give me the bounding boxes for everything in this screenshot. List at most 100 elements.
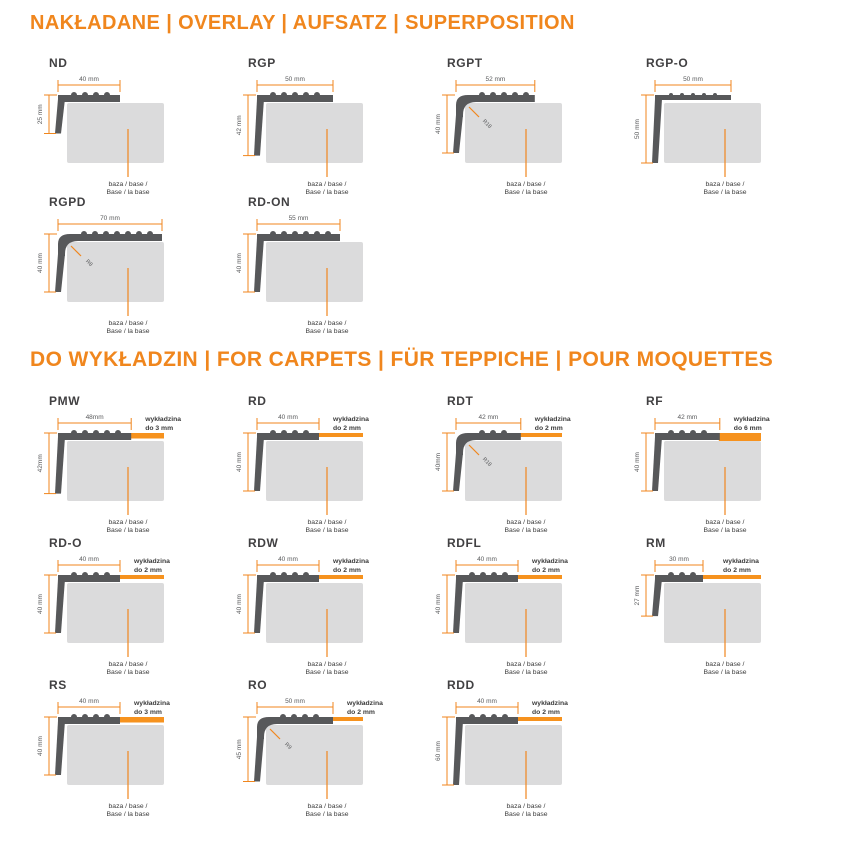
height-dimension-label: 50 mm [634,119,641,139]
profile-diagram: 40 mm 25 mm baza / base /Base / la base [37,76,164,196]
profile-name: RGPT [447,56,483,70]
height-dimension-label: 42 mm [236,115,243,135]
width-dimension: 40 mm [256,556,320,572]
base-label-line2: Base / la base [504,811,547,818]
base-label-line1: baza / base / [308,519,347,526]
base-label-line1: baza / base / [507,661,546,668]
profile-grid-overlay: ND 40 mm 25 mm baza / base / Base / la base… [30,56,826,335]
carpet-label-line1: wykładzina [733,416,770,423]
profile-diagram: 40 mm 40 mm wykładzina do 2 mm baza / base /… [435,556,568,676]
profile-shape [453,92,535,153]
width-dimension: 42 mm [654,414,721,430]
base-label-line1: baza / base / [308,181,347,188]
height-dimension-label: 45 mm [236,739,243,759]
base-label-line2: Base / la base [106,527,149,534]
profile-name: RDW [248,536,279,550]
width-dimension: 40 mm [57,556,121,572]
height-dimension: 45 mm [236,716,256,782]
width-dimension-label: 50 mm [285,698,305,705]
height-dimension-label: 40 mm [435,594,442,614]
profile-cell-rgp-o: RGP-O 50 mm 50 mm baza / base / Base / la b… [627,56,826,196]
base-label-line1: baza / base / [308,320,347,327]
base-block [67,725,164,785]
base-label-line2: Base / la base [106,811,149,818]
carpet-label-line2: do 3 mm [145,425,173,432]
profile-diagram: 50 mm 42 mm baza / base /Base / la base [236,76,363,196]
profile-shape [55,714,120,775]
profile-cell-nd: ND 40 mm 25 mm baza / base / Base / la base [30,56,229,196]
height-dimension-label: 40 mm [236,594,243,614]
height-dimension: 50 mm [634,94,654,164]
profile-diagram: 42 mm 40 mm wykładzina do 6 mm baza / base /… [634,414,770,534]
base-block [664,103,761,163]
profile-cell-rm: RM 30 mm 27 mm wykładzina do 2 mm baza / bas… [627,536,826,678]
carpet-label-line2: do 2 mm [532,567,560,574]
width-dimension-label: 55 mm [289,215,309,222]
height-dimension-label: 40 mm [634,452,641,472]
height-dimension-label: 40 mm [37,736,44,756]
base-block [664,583,761,643]
profile-name: PMW [49,394,81,408]
profile-name: RDFL [447,536,482,550]
profile-name: RGP-O [646,56,689,70]
base-block [67,242,164,302]
carpet-label-line1: wykładzina [332,416,369,423]
carpet-label-line2: do 2 mm [532,709,560,716]
height-dimension-label: 40 mm [236,452,243,472]
profile-cell-rf: RF 42 mm 40 mm wykładzina do 6 mm baza / bas… [627,394,826,536]
base-label-line1: baza / base / [109,320,148,327]
radius-label: R8 [84,259,93,268]
carpet-strip [130,433,164,439]
base-label-line2: Base / la base [703,189,746,196]
height-dimension: 40 mm [37,574,57,634]
base-label-line2: Base / la base [504,189,547,196]
base-label-line2: Base / la base [305,527,348,534]
profile-name: RDT [447,394,474,408]
carpet-label-line2: do 2 mm [723,567,751,574]
base-label-line2: Base / la base [703,669,746,676]
carpet-label-line1: wykładzina [531,700,568,707]
carpet-strip [119,575,164,579]
base-label-line2: Base / la base [106,189,149,196]
height-dimension: 42mm [37,432,57,495]
carpet-label-line1: wykładzina [133,558,170,565]
height-dimension-label: 27 mm [634,586,641,606]
base-block [266,441,363,501]
height-dimension: 60 mm [435,716,455,786]
height-dimension: 40 mm [435,574,455,634]
width-dimension: 52 mm [455,76,536,92]
base-label-line1: baza / base / [706,519,745,526]
width-dimension: 40 mm [455,556,519,572]
height-dimension: 40mm [435,432,455,492]
width-dimension: 40 mm [57,698,121,714]
profile-cell-rgp: RGP 50 mm 42 mm baza / base / Base / la bas… [229,56,428,196]
width-dimension-label: 50 mm [683,76,703,83]
width-dimension: 48mm [57,414,132,430]
carpet-label-line1: wykładzina [531,558,568,565]
profile-shape [453,430,521,491]
width-dimension: 40 mm [455,698,519,714]
base-block [266,583,363,643]
carpet-label-line1: wykładzina [346,700,383,707]
section-title-carpets: DO WYKŁADZIN | FOR CARPETS | FÜR TEPPICH… [30,348,774,371]
height-dimension-label: 40mm [435,453,442,471]
profile-name: RD [248,394,267,408]
base-label-line2: Base / la base [305,328,348,335]
profile-name: RO [248,678,268,692]
base-label-line1: baza / base / [507,803,546,810]
profile-diagram: 48mm 42mm wykładzina do 3 mm baza / base /Ba… [37,414,181,534]
height-dimension-label: 42mm [37,454,44,472]
base-label-line2: Base / la base [106,328,149,335]
carpet-strip [519,433,562,437]
carpet-strip [517,575,562,579]
width-dimension-label: 40 mm [278,414,298,421]
profile-shape [254,92,333,156]
profile-diagram: 30 mm 27 mm wykładzina do 2 mm baza / base /… [634,556,761,676]
base-label-line1: baza / base / [109,519,148,526]
width-dimension: 50 mm [256,76,334,92]
profile-shape [652,93,731,163]
base-label-line2: Base / la base [106,669,149,676]
base-block [266,103,363,163]
carpet-strip [702,575,761,579]
width-dimension-label: 42 mm [478,414,498,421]
